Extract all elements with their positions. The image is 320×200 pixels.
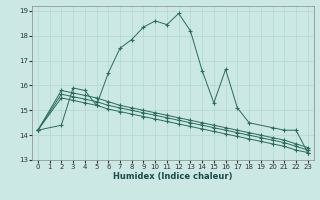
X-axis label: Humidex (Indice chaleur): Humidex (Indice chaleur) bbox=[113, 172, 233, 181]
